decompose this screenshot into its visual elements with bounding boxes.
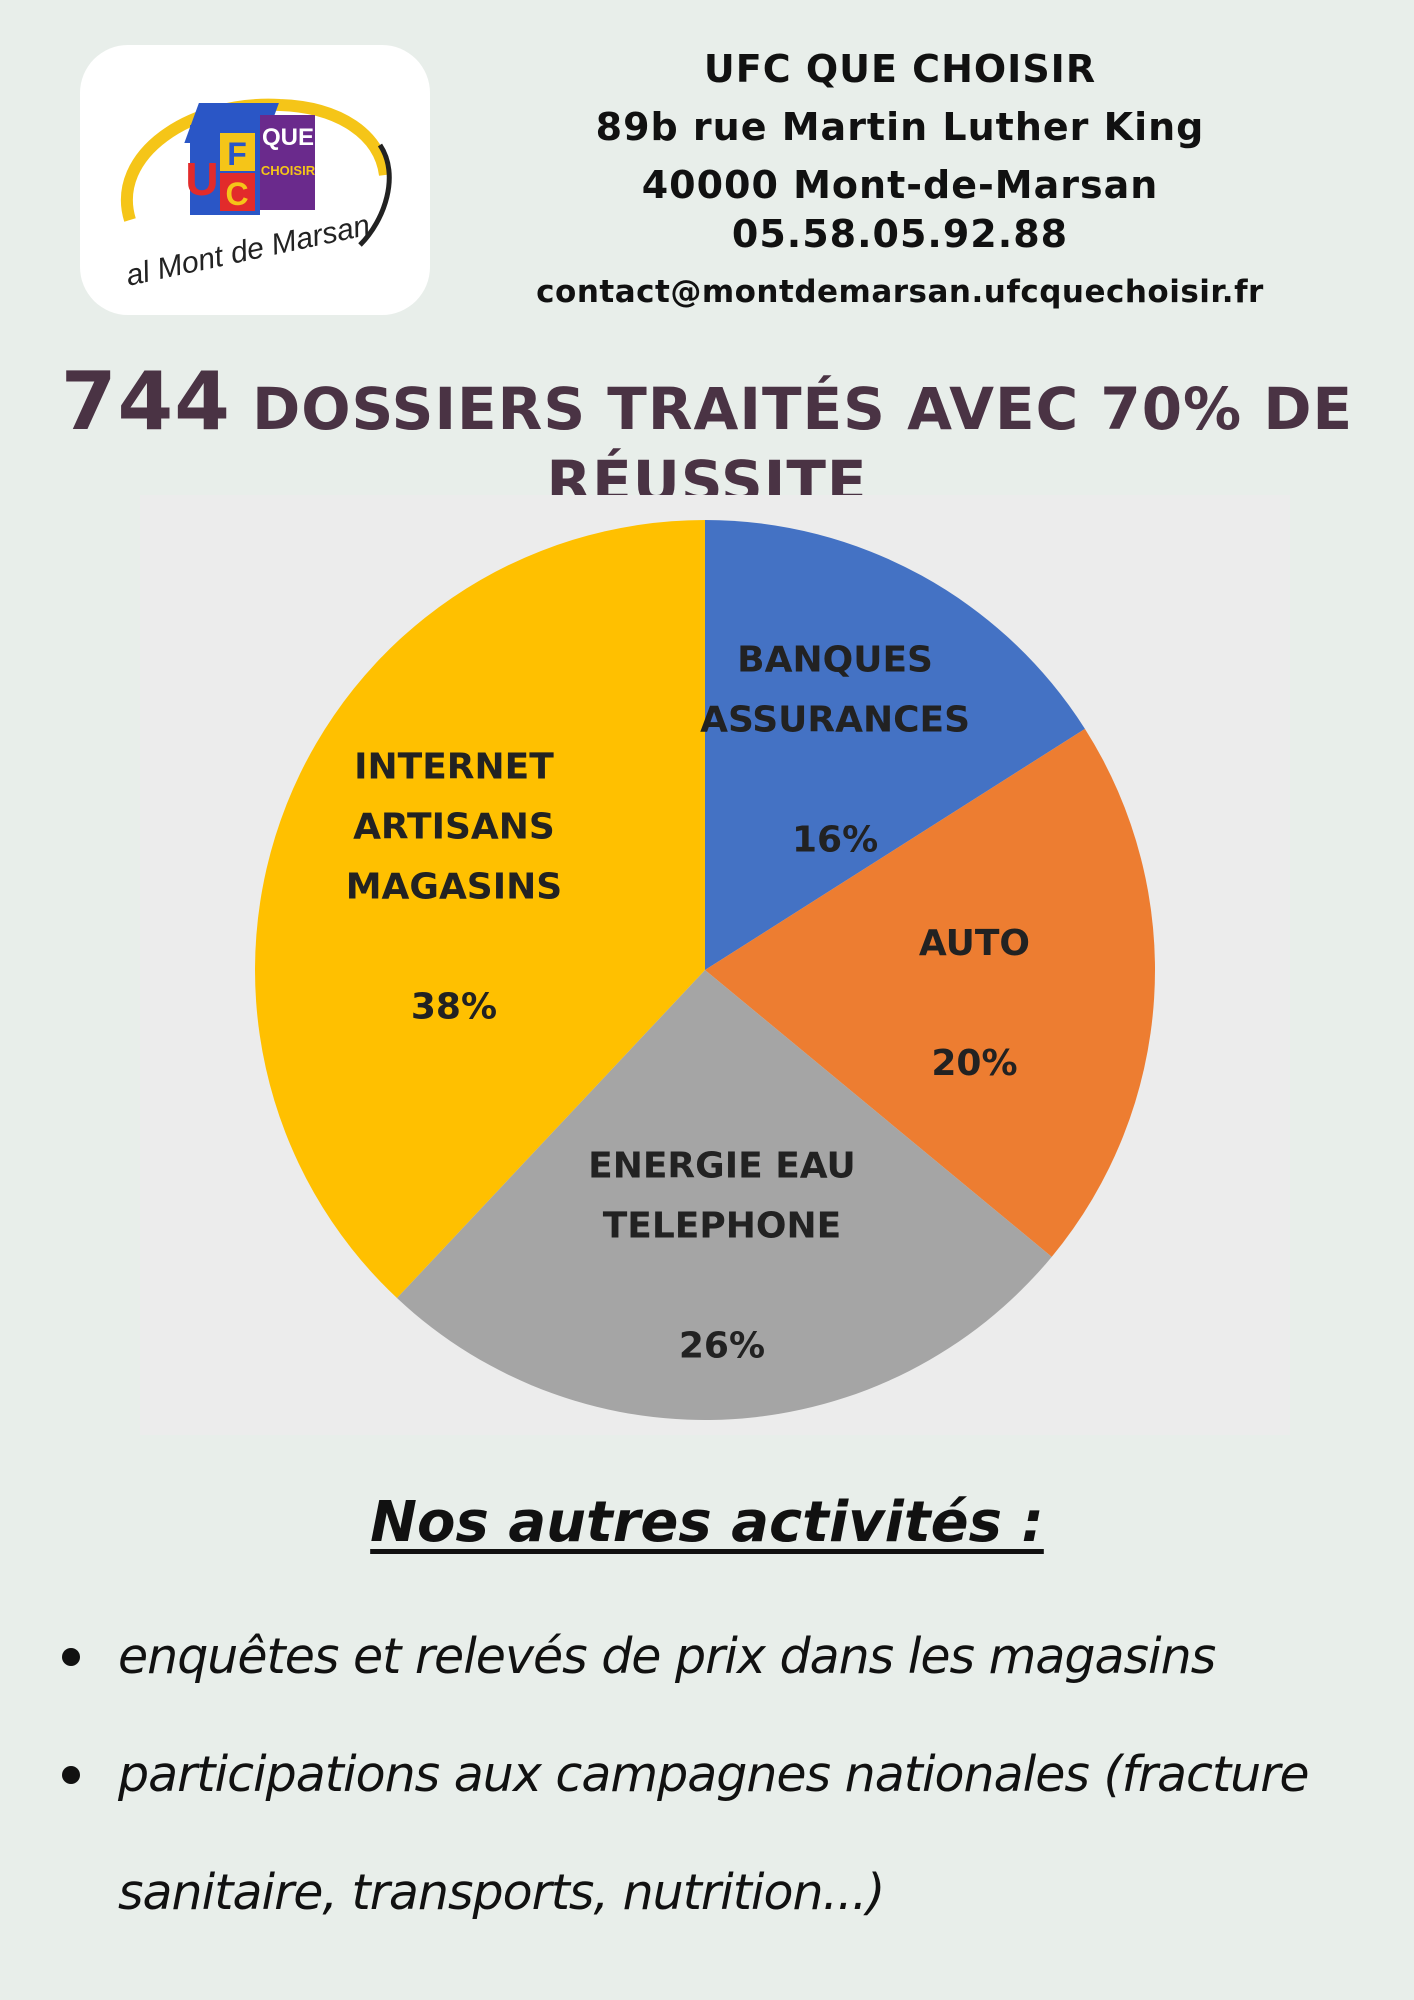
slice-label-1-line-2: ASSURANCES (700, 699, 970, 740)
logo-u: U (185, 153, 218, 205)
pie-slice-4 (255, 520, 705, 1299)
contact-block: UFC QUE CHOISIR 89b rue Martin Luther Ki… (470, 40, 1330, 310)
slice-label-3-line-2: TELEPHONE (603, 1205, 842, 1246)
activities-list: enquêtes et relevés de prix dans les mag… (60, 1598, 1400, 1952)
ufc-logo-graphic: U F C QUE CHOISIR al Mont de Marsan (121, 98, 392, 293)
bullet-icon (62, 1766, 80, 1784)
city-address: 40000 Mont-de-Marsan (641, 163, 1159, 207)
bullet-icon (62, 1648, 80, 1666)
slice-label-1-line-1: BANQUES (737, 639, 933, 680)
slice-label-3-line-1: ENERGIE EAU (588, 1145, 856, 1186)
slice-label-4-line-1: INTERNET (354, 747, 554, 788)
slice-label-4-line-3: MAGASINS (346, 867, 562, 908)
activity-text: participations aux campagnes nationales … (118, 1746, 1310, 1921)
logo-swoosh-dark (358, 143, 392, 247)
headline-count: 744 (60, 355, 231, 448)
pie-slice-1 (705, 520, 1085, 970)
logo-cube-side (260, 115, 315, 210)
slice-value-1: 16% (792, 819, 878, 860)
ufc-logo: U F C QUE CHOISIR al Mont de Marsan (80, 45, 430, 315)
pie-slice-3 (396, 970, 1052, 1420)
logo-tagline: al Mont de Marsan (123, 209, 373, 293)
activity-text: enquêtes et relevés de prix dans les mag… (118, 1628, 1216, 1685)
email-link[interactable]: contact@montdemarsan.ufcquechoisir.fr (536, 274, 1264, 310)
pie-slice-2 (705, 728, 1155, 1257)
slice-value-3: 26% (679, 1325, 765, 1366)
street-address: 89b rue Martin Luther King (595, 105, 1205, 149)
list-item: enquêtes et relevés de prix dans les mag… (60, 1598, 1400, 1716)
slice-value-2: 20% (931, 1043, 1017, 1084)
logo-f-block (220, 133, 255, 171)
pie-chart: BANQUES ASSURANCES 16% AUTO 20% ENERGIE EAU TE… (255, 520, 1155, 1420)
slice-value-4: 38% (411, 987, 497, 1028)
logo-choisir: CHOISIR (261, 163, 316, 178)
org-name: UFC QUE CHOISIR (703, 47, 1097, 91)
logo-que: QUE (262, 124, 314, 151)
logo-f: F (227, 136, 247, 172)
phone-number: 05.58.05.92.88 (731, 212, 1069, 256)
list-item: participations aux campagnes nationales … (60, 1716, 1400, 1952)
slice-label-4-line-2: ARTISANS (353, 807, 555, 848)
logo-c: C (225, 176, 248, 212)
slice-label-2-line-1: AUTO (919, 923, 1030, 964)
pie-chart-panel: BANQUES ASSURANCES 16% AUTO 20% ENERGIE EAU TE… (140, 495, 1290, 1435)
activities-title: Nos autres activités : (370, 1490, 1044, 1555)
logo-c-block (220, 173, 255, 211)
headline: 744 DOSSIERS TRAITÉS AVEC 70% DE RÉUSSIT… (0, 355, 1414, 516)
